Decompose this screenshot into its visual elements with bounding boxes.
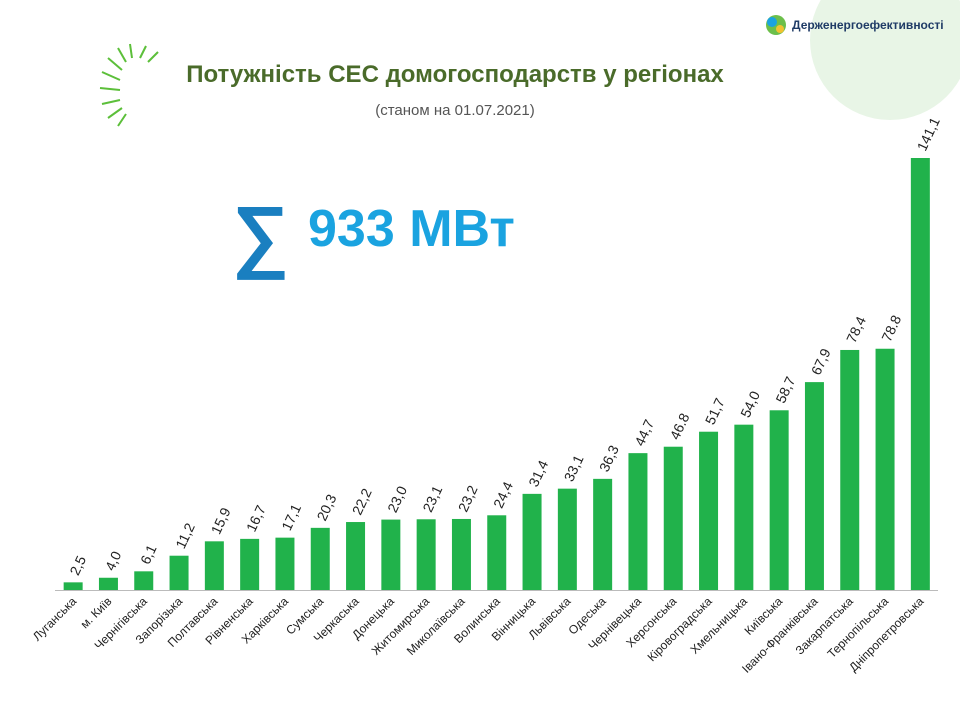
value-label: 11,2: [172, 520, 198, 551]
x-tick-label: Тернопільська: [825, 594, 892, 661]
bar: [769, 410, 789, 590]
bar: [240, 538, 260, 590]
value-label: 51,7: [702, 395, 728, 427]
bar: [169, 555, 189, 590]
bar: [522, 493, 542, 590]
value-label: 67,9: [808, 346, 834, 378]
bar: [734, 424, 754, 590]
value-label: 36,3: [596, 442, 622, 474]
bar: [134, 571, 154, 590]
logo-text: Держенергоефективності: [792, 18, 944, 32]
bar: [416, 519, 436, 590]
value-label: 58,7: [772, 374, 798, 406]
sum-icon: ∑: [232, 190, 289, 280]
bar: [557, 488, 577, 590]
bar: [593, 478, 613, 590]
bar: [804, 382, 824, 590]
bar: [63, 582, 83, 590]
value-label: 141,1: [914, 115, 943, 154]
bar: [98, 577, 118, 590]
bar: [204, 541, 224, 590]
bar: [663, 446, 683, 590]
value-label: 15,9: [208, 505, 234, 537]
bar: [381, 519, 401, 590]
decor-circle: [810, 0, 960, 120]
value-label: 44,7: [631, 417, 657, 449]
value-label: 54,0: [737, 388, 763, 420]
value-label: 16,7: [243, 502, 269, 534]
bar: [699, 431, 719, 590]
value-label: 4,0: [102, 548, 125, 573]
logo-icon: [766, 15, 786, 35]
value-label: 33,1: [561, 452, 587, 484]
bar: [451, 518, 471, 590]
value-label: 6,1: [137, 542, 160, 567]
value-label: 78.8: [878, 312, 904, 344]
bar: [875, 348, 895, 590]
value-label: 23,1: [419, 483, 445, 515]
bar: [840, 349, 860, 590]
value-label: 2,5: [66, 553, 89, 578]
value-label: 23,0: [384, 483, 410, 515]
annotation: 933 МВт: [308, 200, 515, 258]
bar: [310, 527, 330, 590]
x-tick-label: Луганська: [30, 594, 80, 644]
value-label: 31,4: [525, 457, 551, 489]
bar: [910, 158, 930, 590]
value-label: 17,1: [278, 501, 304, 533]
value-label: 46.8: [666, 410, 692, 442]
value-label: 24,4: [490, 479, 516, 511]
bar: [628, 453, 648, 590]
chart-subtitle: (станом на 01.07.2021): [375, 102, 535, 119]
value-label: 22,2: [349, 486, 375, 518]
bar: [275, 537, 295, 590]
value-label: 78,4: [843, 314, 869, 346]
sun-logo: [99, 43, 159, 127]
chart-title: Потужність СЕС домогосподарств у регіона…: [186, 61, 724, 88]
value-label: 20,3: [313, 491, 339, 523]
bar: [487, 515, 507, 590]
bar: [346, 522, 366, 590]
value-label: 23,2: [455, 483, 481, 515]
